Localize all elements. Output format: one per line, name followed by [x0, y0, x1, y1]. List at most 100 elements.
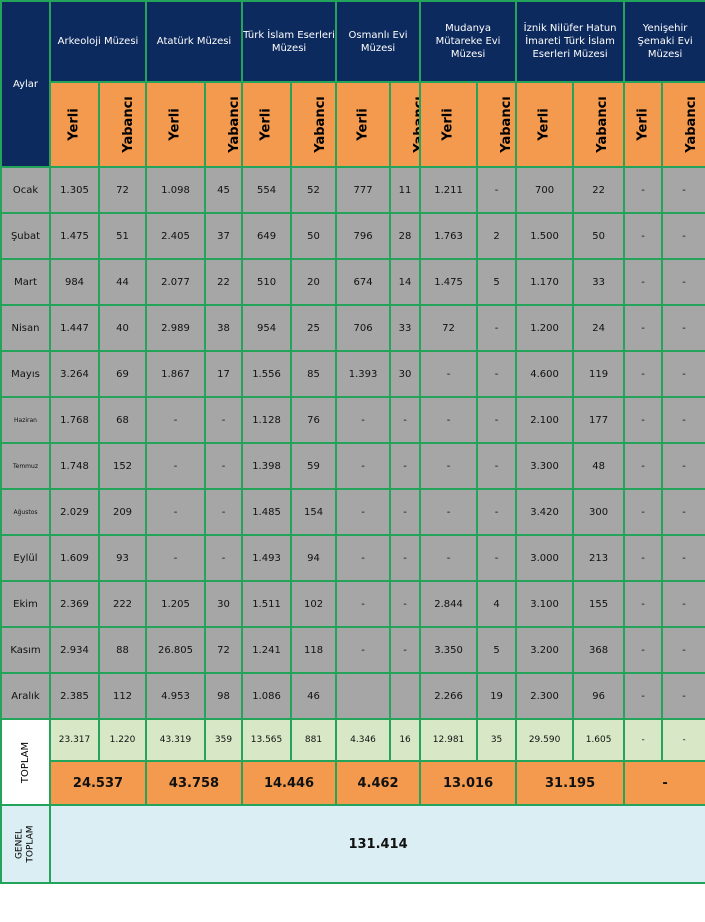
total-cell: 4.346 — [335, 718, 392, 762]
visitor-count-cell: 1.748 — [49, 442, 100, 490]
visitor-count-cell: 1.205 — [145, 580, 206, 628]
visitor-count-cell: 33 — [389, 304, 422, 352]
visitor-count-cell: - — [335, 396, 392, 444]
table-row: Ocak 1.305 72 1.098 45 554 52 777 11 1.211-700 22-… — [0, 166, 705, 214]
local-visitors-header: Yerli — [623, 81, 664, 168]
month-label: Kasım — [0, 626, 51, 674]
column-label: Yerli — [259, 108, 275, 141]
visitor-count-cell: 28 — [389, 212, 422, 260]
visitor-count-cell: 2.369 — [49, 580, 100, 628]
visitor-count-cell: - — [623, 212, 664, 260]
visitor-count-cell: 24 — [572, 304, 626, 352]
visitor-count-cell: 68 — [98, 396, 147, 444]
visitor-count-cell — [335, 672, 392, 720]
visitor-count-cell: - — [203, 396, 244, 444]
total-cell: 881 — [290, 718, 338, 762]
visitor-count-cell: - — [335, 626, 392, 674]
visitor-count-cell: - — [419, 534, 479, 582]
visitor-count-cell: 2.029 — [49, 488, 100, 536]
grand-total-label-text: GENEL TOPLAM — [15, 825, 37, 862]
visitor-count-cell: 48 — [572, 442, 626, 490]
visitor-count-cell: - — [389, 534, 422, 582]
visitor-count-cell: 50 — [572, 212, 626, 260]
visitor-count-cell: - — [389, 580, 422, 628]
museum-total-cell: 14.446 — [241, 760, 338, 806]
visitor-count-cell: 3.000 — [515, 534, 575, 582]
visitor-count-cell: 1.485 — [241, 488, 293, 536]
visitor-count-cell: 33 — [572, 258, 626, 306]
column-label: Yerli — [355, 108, 371, 141]
visitor-count-cell: 52 — [290, 166, 338, 214]
visitor-count-cell: - — [623, 442, 664, 490]
visitor-count-cell: - — [623, 580, 664, 628]
museum-total-cell: 4.462 — [335, 760, 422, 806]
month-label: Ağustos — [0, 488, 51, 536]
foreign-visitors-header: Yabancı — [203, 81, 244, 168]
visitor-count-cell: - — [623, 626, 664, 674]
visitor-count-cell: 93 — [98, 534, 147, 582]
visitor-count-cell: - — [661, 258, 705, 306]
visitor-count-cell: - — [203, 442, 244, 490]
visitor-count-cell: - — [419, 350, 479, 398]
totals-label: TOPLAM — [0, 718, 51, 806]
museum-visitor-table: Aylar Arkeoloji Müzesi Atatürk Müzesi Tü… — [0, 0, 705, 884]
visitor-count-cell: 1.098 — [145, 166, 206, 214]
visitor-count-cell: - — [476, 304, 518, 352]
grand-total-row: GENEL TOPLAM 131.414 — [0, 804, 705, 884]
visitor-count-cell: 3.350 — [419, 626, 479, 674]
visitor-count-cell: 50 — [290, 212, 338, 260]
visitor-count-cell: 5 — [476, 258, 518, 306]
month-label: Nisan — [0, 304, 51, 352]
visitor-count-cell: 1.305 — [49, 166, 100, 214]
visitor-count-cell: 1.609 — [49, 534, 100, 582]
visitor-count-cell: 22 — [203, 258, 244, 306]
visitor-count-cell: 85 — [290, 350, 338, 398]
visitor-count-cell: 1.475 — [49, 212, 100, 260]
museum-total-cell: 43.758 — [144, 760, 244, 806]
total-cell: - — [661, 718, 705, 762]
visitor-count-cell: - — [389, 396, 422, 444]
visitor-count-cell: - — [476, 534, 518, 582]
visitor-count-cell: - — [661, 580, 705, 628]
local-visitors-header: Yerli — [49, 81, 100, 168]
table-row: Mayıs 3.264 69 1.867 17 1.556 85 1.393 30- -4.600… — [0, 350, 705, 398]
total-cell: 1.605 — [572, 718, 626, 762]
visitor-count-cell: 3.200 — [515, 626, 575, 674]
museum-header-turk-islam: Türk İslam Eserleri Müzesi — [241, 0, 338, 83]
foreign-visitors-header: Yabancı — [98, 81, 147, 168]
total-cell: 16 — [389, 718, 422, 762]
month-label: Ocak — [0, 166, 51, 214]
visitor-count-cell: 2.100 — [515, 396, 575, 444]
totals-row: TOPLAM 23.317 1.220 43.319 359 13.565 881 4.346… — [0, 718, 705, 806]
visitor-count-cell: 154 — [290, 488, 338, 536]
museum-total-cell: - — [623, 760, 705, 806]
visitor-count-cell: 59 — [290, 442, 338, 490]
foreign-visitors-header: Yabancı — [661, 81, 705, 168]
visitor-count-cell: - — [145, 396, 206, 444]
total-cell: 359 — [203, 718, 244, 762]
visitor-count-cell: 72 — [419, 304, 479, 352]
visitor-count-cell: 30 — [389, 350, 422, 398]
table-row: Nisan 1.447 40 2.989 38 954 25 706 33 72-1.200 24-… — [0, 304, 705, 352]
column-label: Yabancı — [120, 96, 136, 153]
visitor-count-cell: 510 — [241, 258, 293, 306]
visitor-count-cell: 1.241 — [241, 626, 293, 674]
local-visitors-header: Yerli — [241, 81, 293, 168]
museum-totals-row: 24.537 43.758 14.446 4.462 13.016 31.195- — [1, 760, 705, 806]
visitor-count-cell: 700 — [515, 166, 575, 214]
visitor-count-cell: 37 — [203, 212, 244, 260]
visitor-count-cell: 649 — [241, 212, 293, 260]
museum-header-yenisehir: Yenişehir Şemaki Evi Müzesi — [623, 0, 705, 83]
table-row: Mart 984 44 2.077 22 510 20 674 14 1.475 5 1.170 33-… — [0, 258, 705, 306]
table-row: Eylül 1.609 93- -1.493 94- - - -3.000 213- - — [0, 534, 705, 582]
visitor-count-cell: - — [661, 534, 705, 582]
local-visitors-header: Yerli — [515, 81, 575, 168]
table-row: Aralık 2.385 112 4.953 98 1.086 46 2.266 19 2.300… — [0, 672, 705, 720]
visitor-count-cell: 2.077 — [145, 258, 206, 306]
visitor-count-cell: 1.086 — [241, 672, 293, 720]
total-cell: 12.981 — [419, 718, 479, 762]
visitor-count-cell: 984 — [49, 258, 100, 306]
visitor-count-cell: 368 — [572, 626, 626, 674]
museum-total-cell: 13.016 — [419, 760, 518, 806]
visitor-count-cell: 94 — [290, 534, 338, 582]
